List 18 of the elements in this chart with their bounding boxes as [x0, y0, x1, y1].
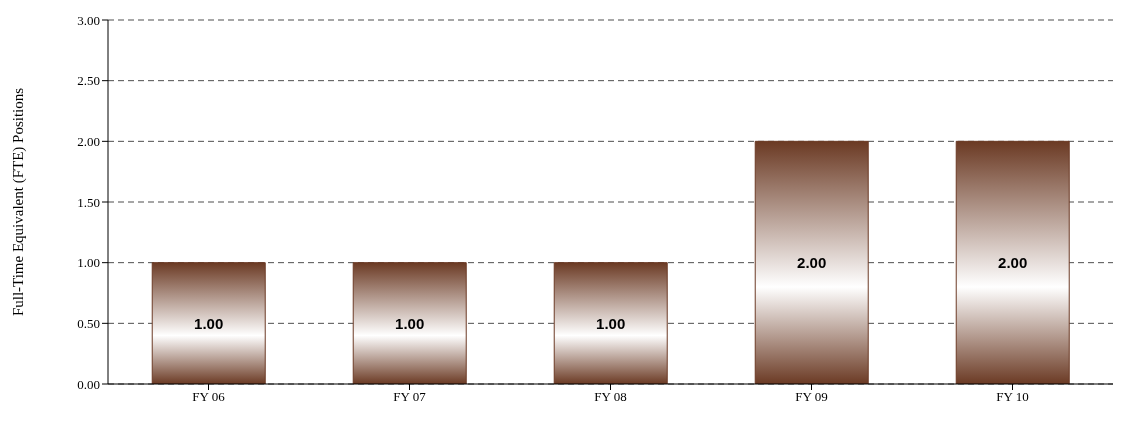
y-tick-label: 0.50: [77, 315, 100, 331]
y-tick-label: 2.00: [77, 133, 100, 149]
y-tick-label: 1.00: [77, 255, 100, 271]
y-tick-label: 3.00: [77, 12, 100, 28]
data-label: 1.00: [194, 314, 224, 332]
data-label: 2.00: [797, 253, 827, 271]
data-label: 1.00: [395, 314, 425, 332]
y-tick-label: 1.50: [77, 194, 100, 210]
x-tick-label: FY 10: [996, 389, 1029, 405]
y-axis-title: Full-Time Equivalent (FTE) Positions: [10, 87, 28, 317]
x-tick-label: FY 07: [393, 389, 427, 405]
x-tick-label: FY 08: [594, 389, 627, 405]
x-tick-label: FY 09: [795, 389, 828, 405]
data-label: 1.00: [596, 314, 626, 332]
y-tick-label: 0.00: [77, 376, 100, 392]
y-tick-label: 2.50: [77, 73, 100, 89]
x-tick-label: FY 06: [192, 389, 226, 405]
data-label: 2.00: [998, 253, 1028, 271]
